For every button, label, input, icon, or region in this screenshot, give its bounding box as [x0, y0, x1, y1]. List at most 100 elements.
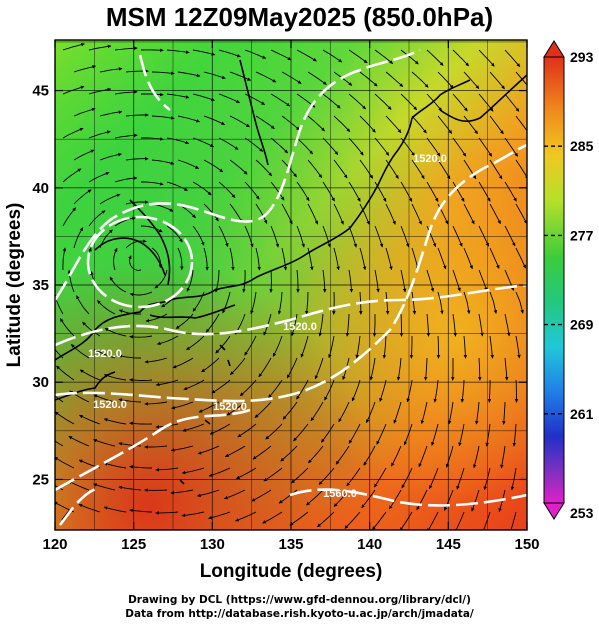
colorbar: 293 285 277 269 261 253	[543, 40, 594, 521]
streamline	[140, 225, 163, 233]
streamline	[175, 313, 194, 329]
streamline	[155, 467, 179, 472]
streamline	[224, 445, 246, 458]
streamline	[214, 269, 220, 293]
streamline	[224, 489, 246, 500]
streamline	[166, 181, 188, 191]
streamline	[68, 435, 90, 447]
streamline	[363, 445, 376, 466]
streamline	[463, 203, 475, 225]
streamline	[242, 269, 246, 293]
streamline	[445, 445, 454, 468]
streamline	[171, 401, 194, 410]
streamline	[348, 269, 354, 293]
contour-label: 1520.0	[213, 401, 247, 413]
streamline	[154, 269, 168, 289]
streamline	[400, 93, 418, 111]
streamline	[97, 300, 116, 315]
streamline	[307, 445, 324, 464]
streamline	[463, 335, 468, 359]
streamline	[463, 247, 473, 270]
streamline	[456, 467, 465, 490]
streamline	[129, 378, 153, 382]
streamline	[209, 423, 231, 435]
streamline	[355, 335, 361, 359]
streamline	[478, 181, 491, 202]
streamline	[411, 71, 429, 88]
streamline	[452, 225, 463, 247]
streamline	[226, 401, 246, 416]
streamline	[322, 137, 339, 155]
streamline	[192, 225, 205, 246]
streamline	[186, 269, 194, 292]
streamline	[197, 489, 220, 498]
streamline	[515, 247, 527, 269]
streamline	[270, 225, 280, 248]
streamline	[403, 423, 413, 446]
streamline	[300, 335, 309, 358]
streamline	[182, 423, 205, 432]
credit-data: Data from http://database.rish.kyoto-u.a…	[125, 608, 474, 620]
streamline	[76, 295, 90, 315]
streamline	[478, 357, 482, 381]
streamline	[452, 269, 461, 292]
streamline	[281, 247, 288, 271]
streamline	[205, 313, 220, 333]
streamline	[113, 247, 118, 271]
streamline	[400, 269, 407, 293]
streamline	[203, 159, 224, 173]
streamline	[338, 401, 350, 423]
streamline	[281, 203, 293, 225]
streamline	[399, 511, 413, 530]
streamline	[504, 93, 520, 112]
streamline	[244, 93, 266, 105]
streamline	[103, 374, 127, 381]
streamline	[348, 181, 361, 202]
streamline	[141, 181, 164, 186]
streamline	[239, 379, 257, 397]
streamline	[515, 203, 527, 224]
streamline	[385, 159, 399, 179]
streamline	[475, 401, 480, 425]
streamline	[478, 225, 490, 247]
streamline	[324, 379, 335, 401]
streamline	[427, 511, 439, 530]
streamline	[151, 247, 163, 268]
streamline	[472, 445, 480, 469]
streamline	[244, 225, 254, 248]
streamline	[177, 247, 184, 271]
streamline	[515, 291, 524, 314]
streamline	[372, 314, 377, 337]
streamline	[88, 87, 112, 95]
height-contours	[55, 48, 527, 526]
streamline	[99, 67, 123, 73]
streamline	[348, 93, 367, 110]
streamline	[500, 445, 506, 469]
streamline	[156, 335, 179, 346]
streamline	[140, 48, 164, 52]
colorbar-tick-label: 277	[570, 227, 594, 243]
streamline	[197, 445, 220, 455]
streamline	[388, 489, 402, 510]
streamline	[374, 93, 392, 110]
streamline	[515, 115, 527, 135]
streamline	[515, 71, 527, 90]
streamline	[155, 379, 179, 387]
streamline	[291, 313, 298, 337]
streamline	[55, 395, 64, 403]
streamline	[93, 483, 116, 491]
contour-label: 1520.0	[93, 399, 127, 411]
streamline	[400, 181, 413, 202]
streamline	[177, 71, 201, 78]
streamline	[103, 418, 127, 425]
streamline	[129, 508, 153, 513]
streamline	[114, 90, 138, 95]
streamline	[359, 203, 370, 225]
streamline	[255, 71, 277, 83]
streamline	[208, 511, 231, 520]
streamline	[293, 423, 309, 442]
streamline	[255, 203, 268, 224]
streamline	[322, 181, 335, 202]
streamline	[379, 379, 387, 402]
streamline	[272, 335, 283, 357]
